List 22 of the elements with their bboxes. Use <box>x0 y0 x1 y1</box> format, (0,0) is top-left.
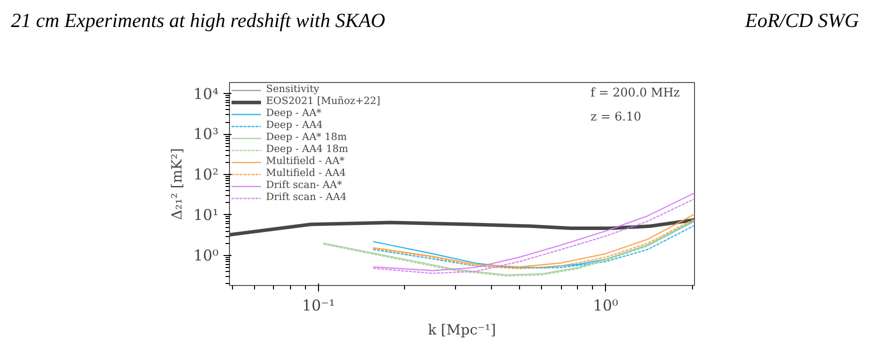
legend-label: Deep - AA4 18m <box>266 144 348 155</box>
y-tick-label: 10² <box>193 166 219 184</box>
y-tick-label: 10³ <box>193 125 219 144</box>
x-tick-label: 10⁻¹ <box>302 296 335 314</box>
text: EoR/CD SWG <box>745 9 859 34</box>
annotation: f = 200.0 MHz <box>590 86 680 100</box>
legend-label: Drift scan- AA* <box>266 180 342 191</box>
y-tick-label: 10⁴ <box>193 84 219 103</box>
y-axis-title: Δ₂₁² [mK²] <box>169 148 186 220</box>
legend-label: Drift scan - AA4 <box>266 192 347 203</box>
y-tick-label: 10⁰ <box>193 246 219 264</box>
legend-label: Deep - AA4 <box>266 120 323 131</box>
chart-title: 21 cm Experiments at high redshift with SKAO <box>11 9 386 34</box>
x-axis-title: k [Mpc⁻¹] <box>428 322 496 338</box>
legend-label: Sensitivity <box>266 84 320 95</box>
legend-label: Multifield - AA4 <box>266 168 346 179</box>
legend-label: EOS2021 [Muñoz+22] <box>266 96 380 107</box>
annotation: z = 6.10 <box>590 110 642 124</box>
legend-label: Deep - AA* 18m <box>266 132 347 143</box>
legend-label: Multifield - AA* <box>266 156 344 167</box>
y-tick-label: 10¹ <box>193 206 219 224</box>
legend-label: Deep - AA* <box>266 108 322 119</box>
